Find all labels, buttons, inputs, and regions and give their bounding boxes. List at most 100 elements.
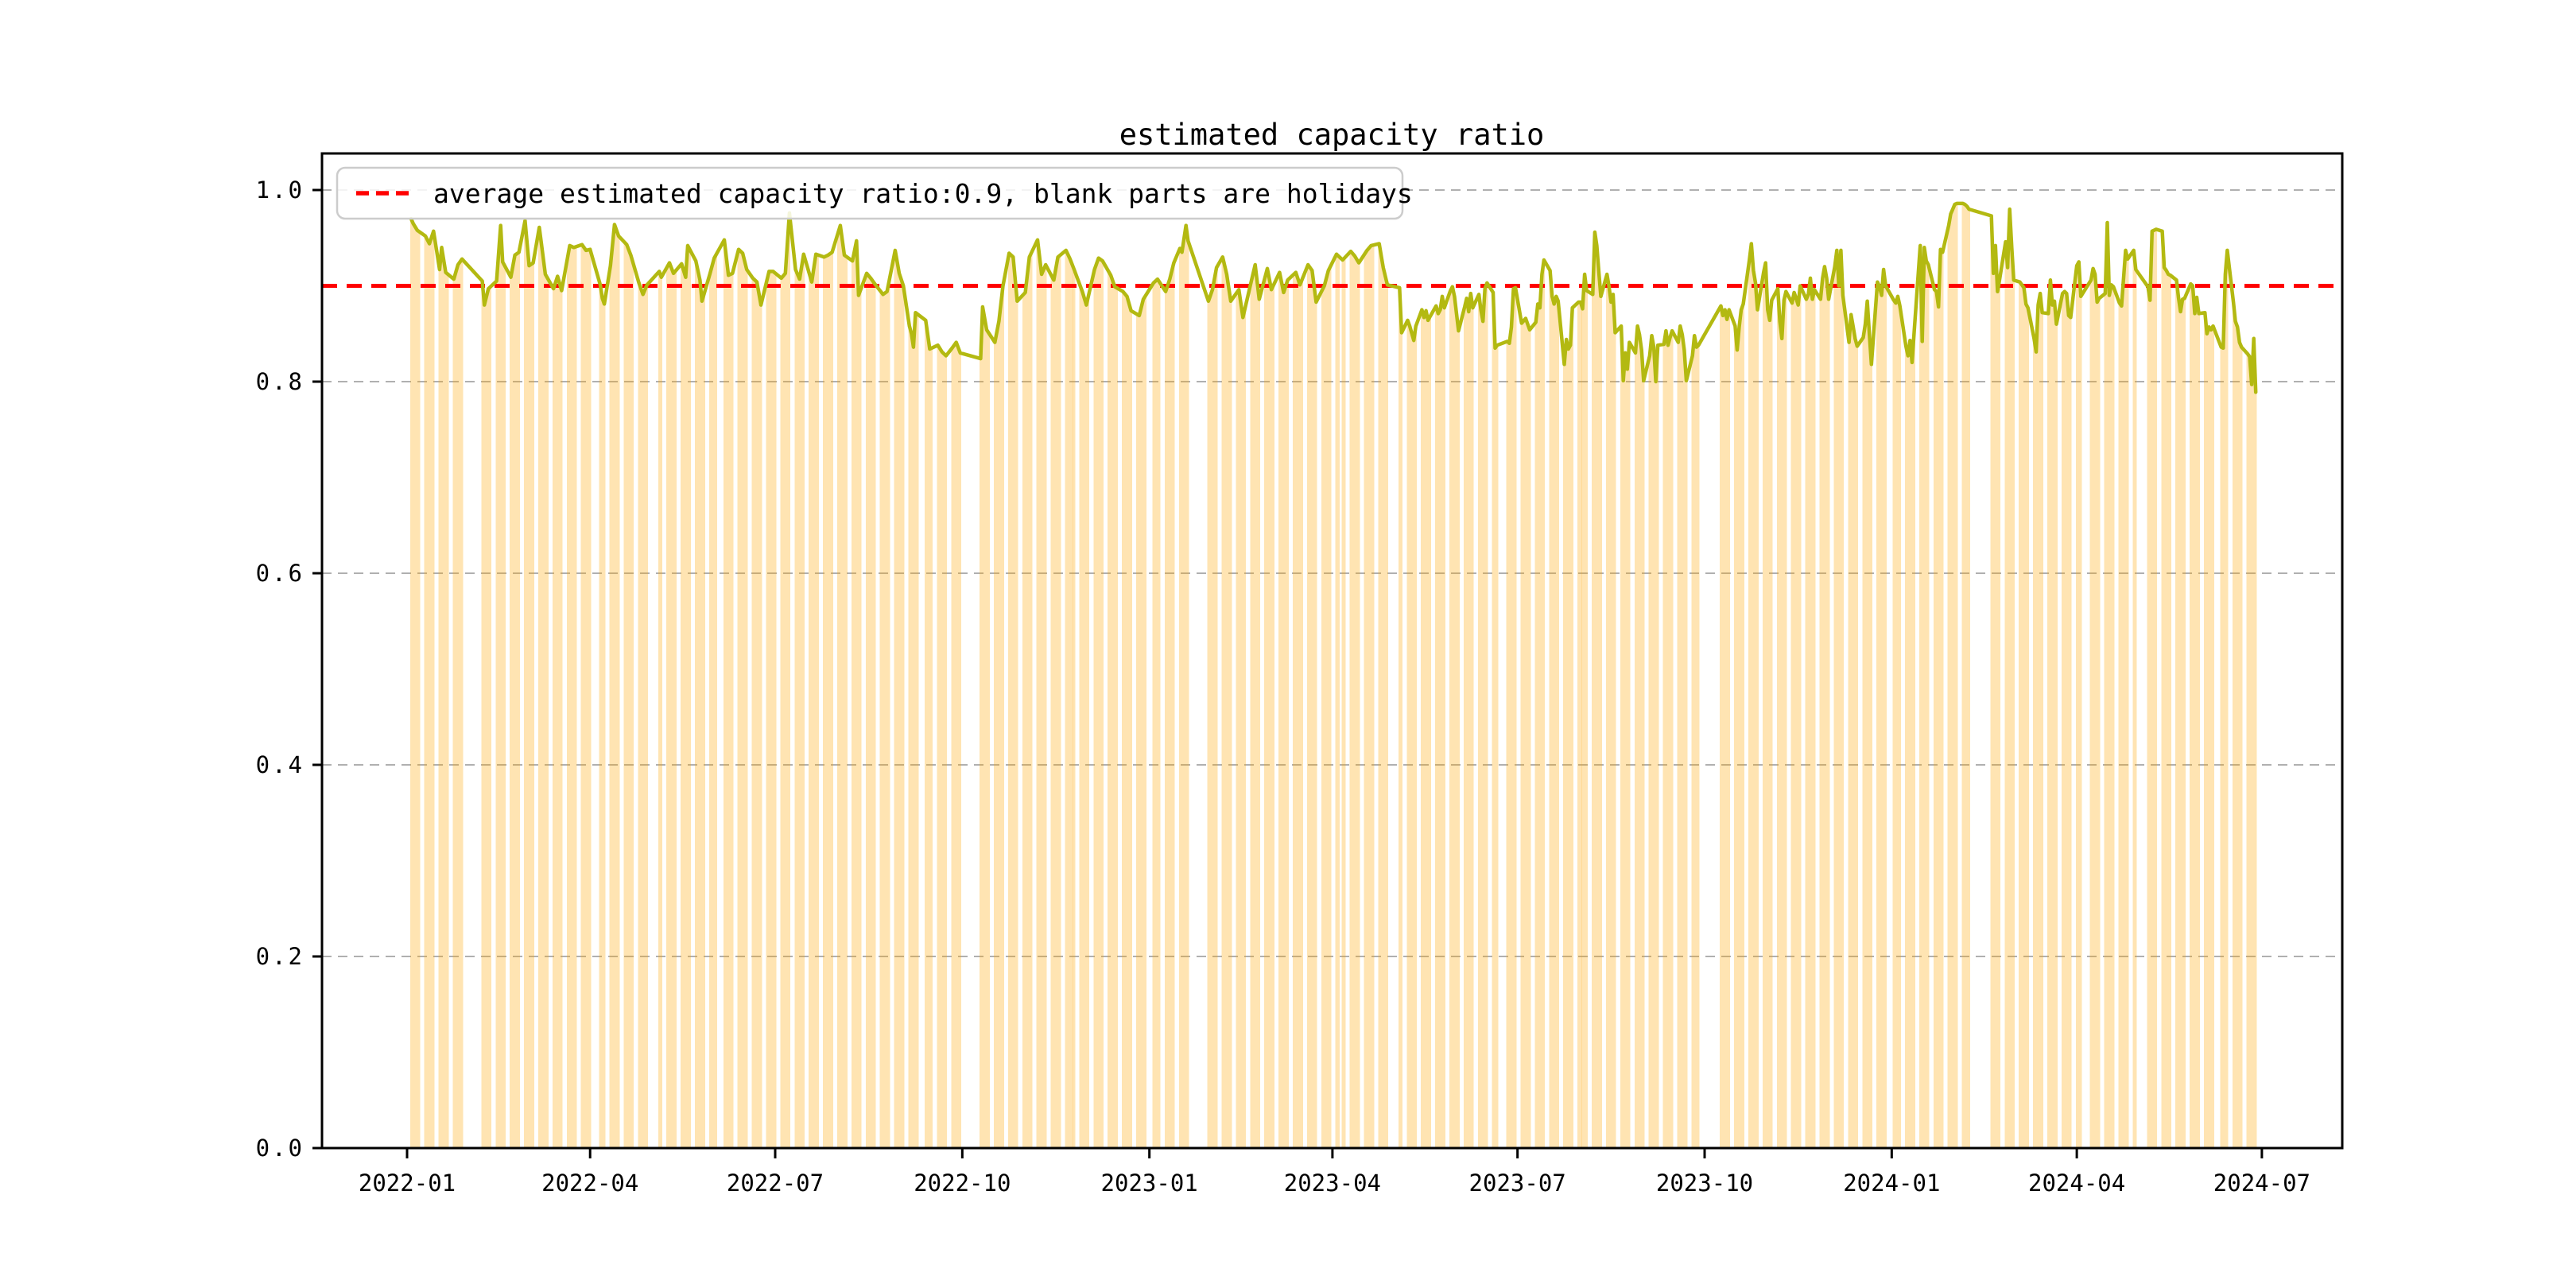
- workday-bar: [1964, 204, 1966, 1149]
- workday-bar: [570, 246, 573, 1149]
- workday-bar: [572, 247, 576, 1148]
- workday-bar: [2252, 338, 2255, 1148]
- workday-bar: [2096, 301, 2098, 1149]
- workday-bar: [1067, 254, 1069, 1149]
- workday-bar: [813, 268, 815, 1149]
- workday-bar: [2093, 274, 2097, 1148]
- workday-bar: [1366, 250, 1368, 1148]
- workday-bar: [1655, 382, 1657, 1148]
- workday-bar: [2224, 274, 2227, 1148]
- workday-bar: [2108, 295, 2111, 1148]
- workday-bar: [1870, 364, 1873, 1148]
- workday-bar: [1073, 270, 1076, 1148]
- workday-bar: [1514, 287, 1517, 1148]
- workday-bar: [1186, 240, 1189, 1148]
- workday-bar: [2024, 304, 2027, 1148]
- workday-bar: [2195, 297, 2198, 1149]
- workday-bar: [1640, 350, 1643, 1148]
- workday-bar: [1371, 245, 1375, 1148]
- workday-bar: [2135, 270, 2137, 1148]
- workday-bar: [660, 277, 663, 1148]
- workday-bar: [1242, 317, 1244, 1148]
- workday-bar: [1848, 342, 1850, 1149]
- workday-bar: [1669, 337, 1671, 1148]
- workday-bar: [995, 332, 999, 1149]
- workday-bar: [2020, 285, 2023, 1148]
- workday-bar: [1750, 243, 1753, 1149]
- workday-bar: [2079, 296, 2082, 1148]
- workday-bar: [902, 285, 905, 1148]
- workday-bar: [459, 262, 461, 1149]
- workday-bar: [1996, 291, 1999, 1149]
- workday-bar: [1683, 350, 1686, 1148]
- workday-bar: [1127, 303, 1131, 1148]
- workday-bar: [1024, 292, 1026, 1149]
- workday-bar: [1798, 285, 1802, 1148]
- workday-bar: [1258, 299, 1261, 1148]
- workday-bar: [1038, 257, 1041, 1149]
- workday-bar: [1634, 352, 1637, 1149]
- workday-bar: [1439, 309, 1441, 1149]
- workday-bar: [1054, 268, 1057, 1148]
- workday-bar: [627, 250, 630, 1148]
- workday-bar: [526, 242, 529, 1148]
- workday-bar: [672, 273, 675, 1149]
- workday-bar: [438, 270, 441, 1148]
- workday-bar: [1807, 294, 1810, 1149]
- workday-bar: [938, 348, 941, 1148]
- workday-bar: [956, 347, 960, 1149]
- workday-bar: [2122, 277, 2125, 1148]
- workday-bar: [754, 280, 756, 1148]
- workday-bar: [1164, 291, 1167, 1149]
- workday-bar: [1835, 250, 1838, 1148]
- workday-bar: [1620, 326, 1623, 1148]
- workday-bar: [1942, 252, 1944, 1149]
- workday-bar: [2151, 231, 2154, 1148]
- x-axis-ticks: 2022-01 2022-04 2022-07 2022-10 2023-01 2023-…: [359, 1148, 2310, 1197]
- workday-bar: [2039, 293, 2042, 1148]
- workday-bar: [768, 271, 770, 1148]
- workday-bar: [446, 274, 449, 1148]
- workday-bar: [1510, 327, 1513, 1148]
- workday-bar: [544, 274, 547, 1148]
- workday-bar: [2167, 274, 2170, 1148]
- workday-bar: [1805, 299, 1808, 1148]
- workday-bar: [566, 257, 569, 1148]
- workday-bar: [1892, 300, 1895, 1149]
- workday-bar: [499, 225, 502, 1149]
- workday-bar: [1596, 245, 1598, 1148]
- workday-bar: [1451, 286, 1454, 1149]
- workday-bar: [460, 258, 464, 1148]
- workday-bar: [646, 285, 649, 1148]
- workday-bar: [1264, 276, 1267, 1149]
- workday-bar: [952, 345, 956, 1149]
- y-tick-label: 0.2: [256, 943, 305, 970]
- workday-bar: [900, 279, 902, 1148]
- workday-bar: [1913, 332, 1915, 1148]
- workday-bar: [1036, 239, 1039, 1148]
- workday-bar: [2147, 286, 2149, 1149]
- workday-bar: [1608, 286, 1611, 1149]
- workday-bar: [1057, 257, 1059, 1149]
- workday-bar: [1734, 326, 1736, 1148]
- workday-bar: [1862, 337, 1864, 1148]
- y-tick-label: 0.6: [256, 560, 305, 587]
- workday-bar: [1301, 279, 1303, 1149]
- workday-bars: [409, 203, 2257, 1149]
- workday-bar: [1665, 331, 1667, 1148]
- workday-bar: [869, 277, 872, 1148]
- workday-bar: [2179, 312, 2182, 1148]
- workday-bar: [1496, 345, 1499, 1149]
- workday-bar: [1767, 309, 1769, 1149]
- legend-box: average estimated capacity ratio:0.9, bl…: [336, 166, 1413, 220]
- workday-bar: [1122, 291, 1124, 1149]
- workday-bar: [537, 227, 541, 1148]
- workday-bar: [2049, 280, 2052, 1148]
- workday-bar: [1100, 259, 1102, 1148]
- workday-bar: [1852, 326, 1855, 1148]
- workday-bar: [1309, 267, 1312, 1148]
- workday-bar: [2163, 267, 2166, 1148]
- workday-bar: [1968, 209, 1970, 1149]
- workday-bar: [1152, 282, 1155, 1148]
